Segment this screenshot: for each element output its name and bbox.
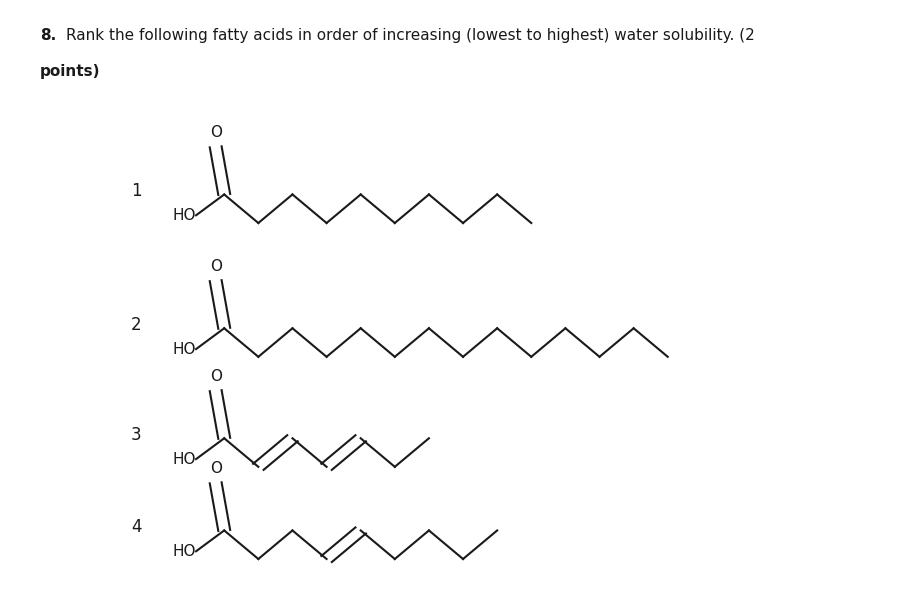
Text: O: O — [209, 125, 222, 140]
Text: HO: HO — [172, 341, 196, 356]
Text: Rank the following fatty acids in order of increasing (lowest to highest) water : Rank the following fatty acids in order … — [67, 28, 755, 43]
Text: points): points) — [40, 64, 100, 78]
Text: HO: HO — [172, 452, 196, 467]
Text: 4: 4 — [131, 519, 142, 537]
Text: O: O — [209, 259, 222, 274]
Text: 8.: 8. — [40, 28, 56, 43]
Text: O: O — [209, 461, 222, 476]
Text: 1: 1 — [131, 183, 142, 200]
Text: HO: HO — [172, 208, 196, 223]
Text: O: O — [209, 368, 222, 384]
Text: 3: 3 — [131, 426, 142, 444]
Text: HO: HO — [172, 544, 196, 559]
Text: 2: 2 — [131, 317, 142, 334]
